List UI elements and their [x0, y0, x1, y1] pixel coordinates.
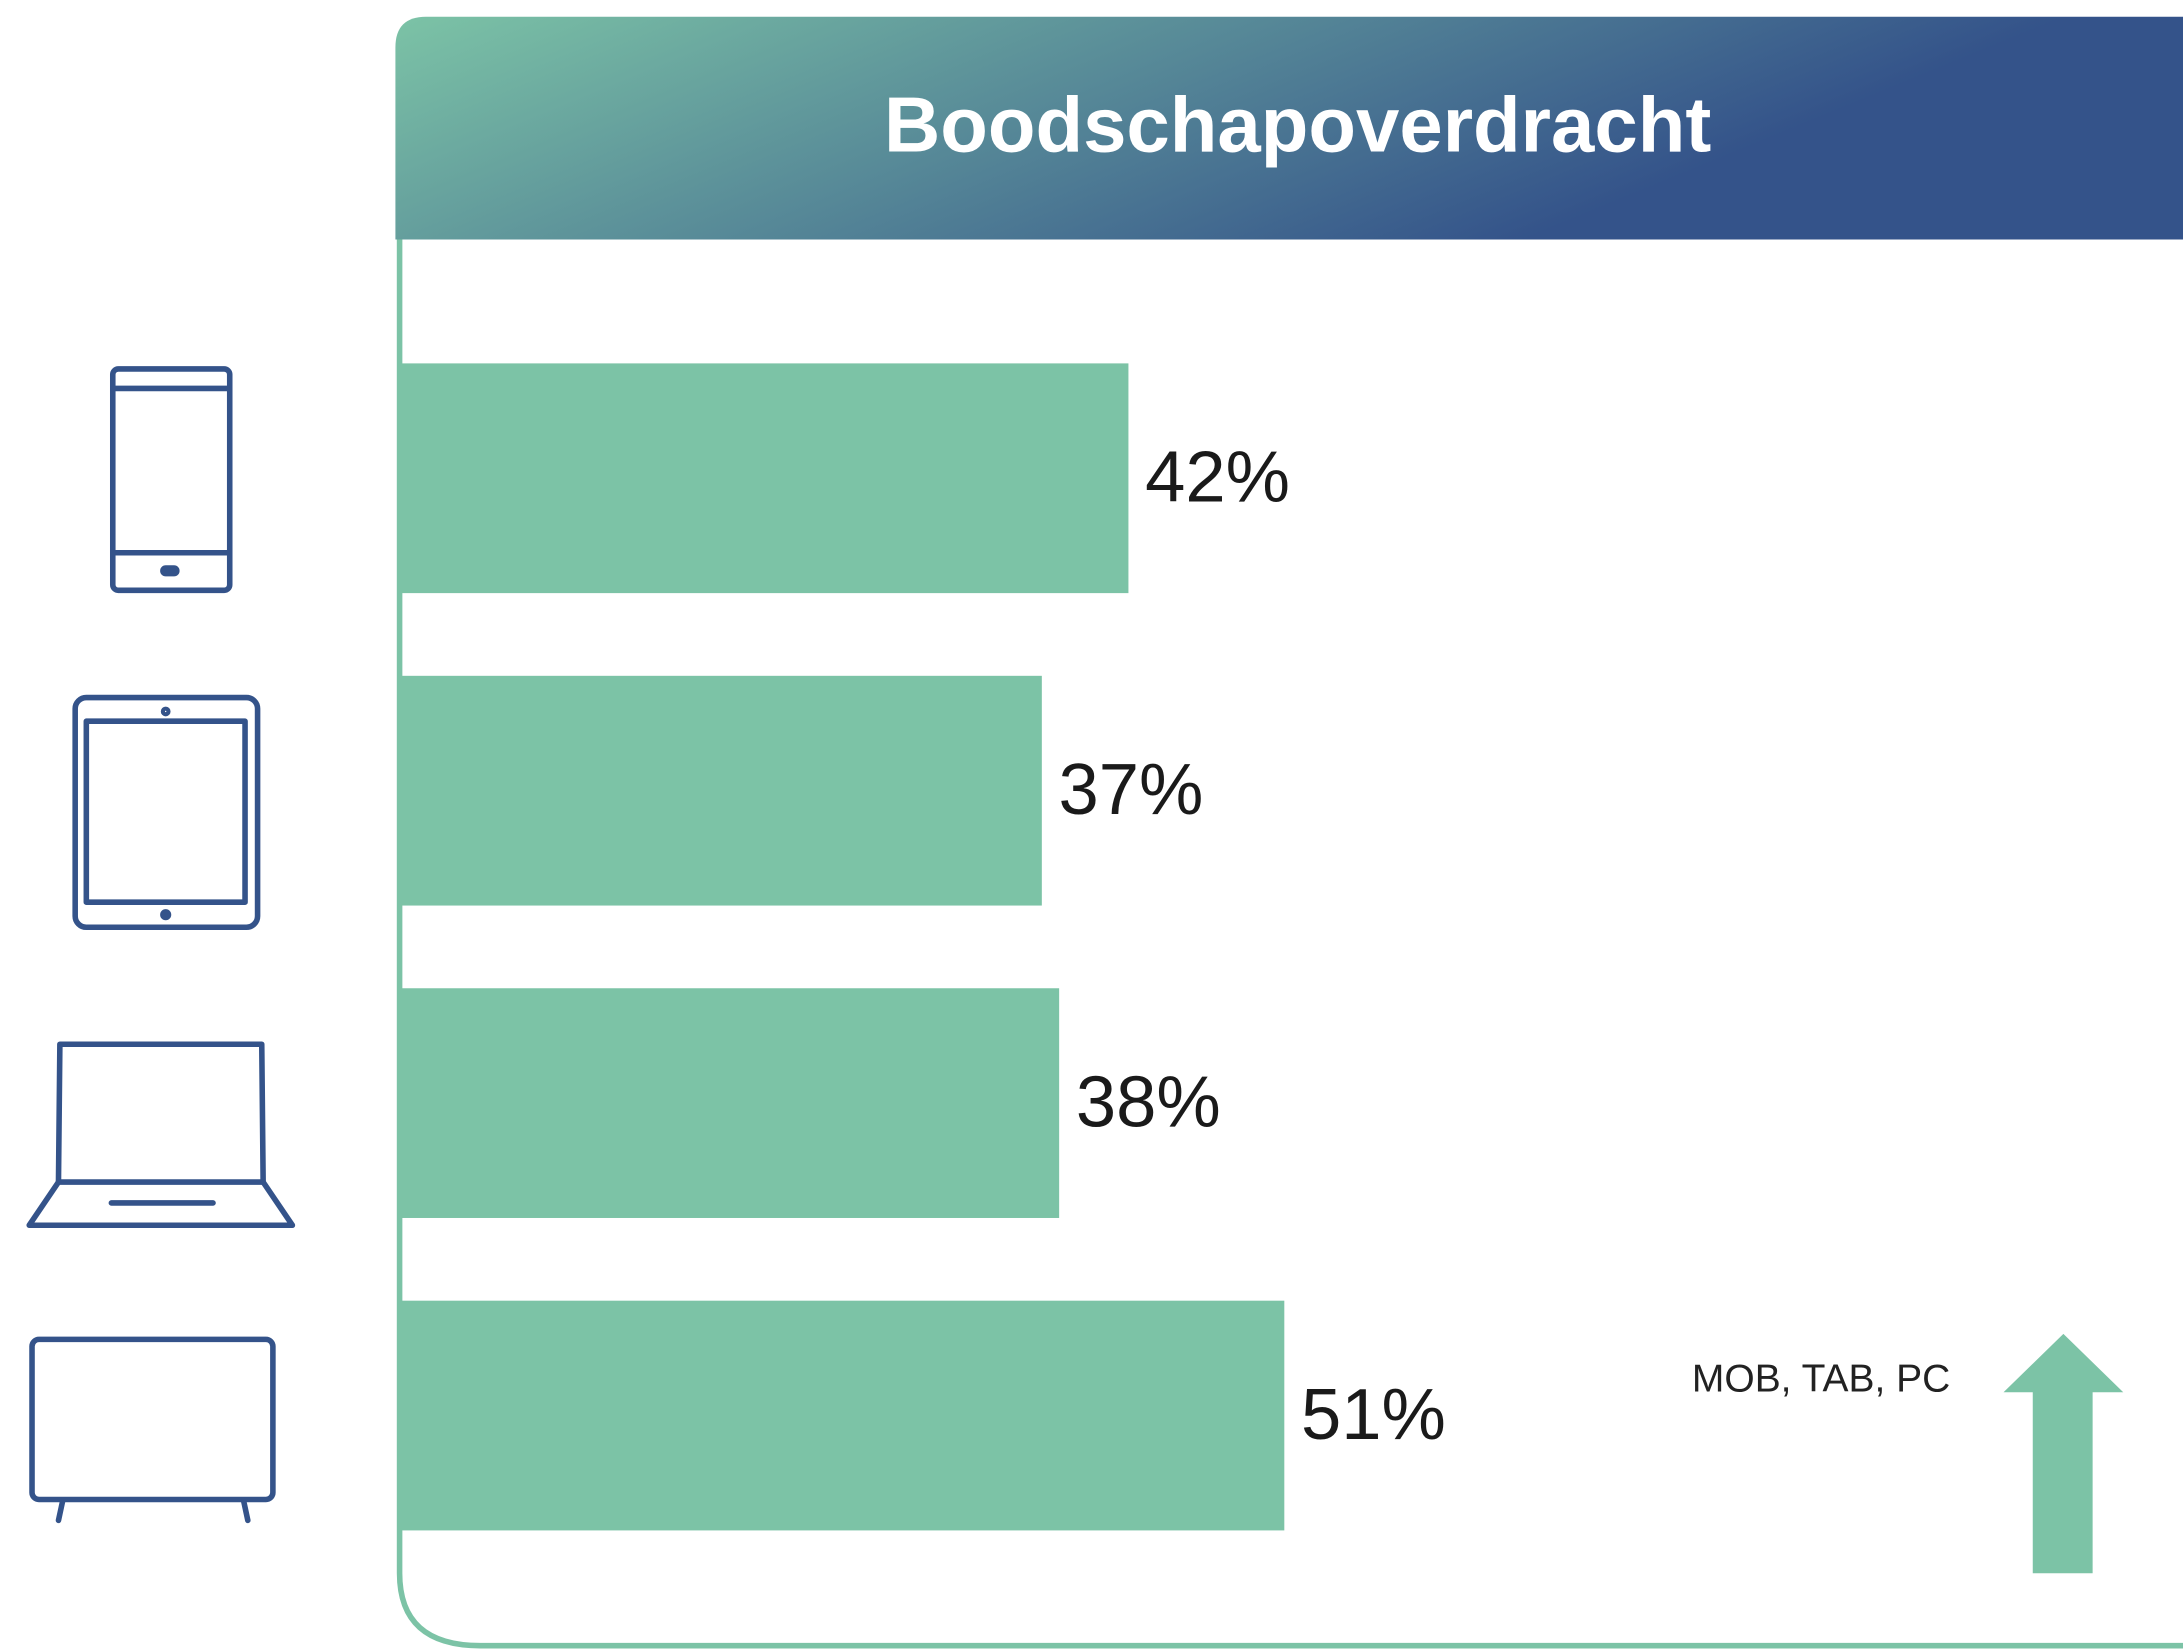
bar [400, 988, 1060, 1218]
annotation: MOB, TAB, PC [1692, 1357, 1950, 1400]
laptop-icon [26, 1041, 296, 1229]
bar [400, 1300, 1285, 1531]
header [395, 16, 2183, 240]
tablet-icon [72, 694, 261, 931]
phone-icon [109, 366, 233, 594]
value-label: 38% [1076, 1061, 1221, 1142]
frame [396, 104, 2183, 1649]
tv-icon [29, 1336, 276, 1524]
stage: Boodschapoverdracht MOB, TAB, PC 42% 37% [26, 16, 2183, 1649]
chart-title: Boodschapoverdracht [884, 80, 1711, 168]
bar [400, 675, 1042, 906]
value-label: 51% [1301, 1374, 1446, 1455]
value-label: 37% [1059, 749, 1204, 830]
arrow [2003, 1333, 2124, 1574]
bar [400, 363, 1129, 594]
value-label: 42% [1145, 437, 1290, 518]
